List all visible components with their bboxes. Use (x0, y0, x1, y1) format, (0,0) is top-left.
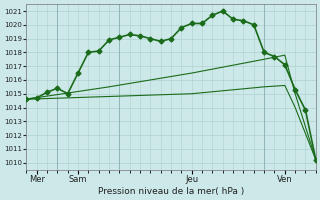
X-axis label: Pression niveau de la mer( hPa ): Pression niveau de la mer( hPa ) (98, 187, 244, 196)
